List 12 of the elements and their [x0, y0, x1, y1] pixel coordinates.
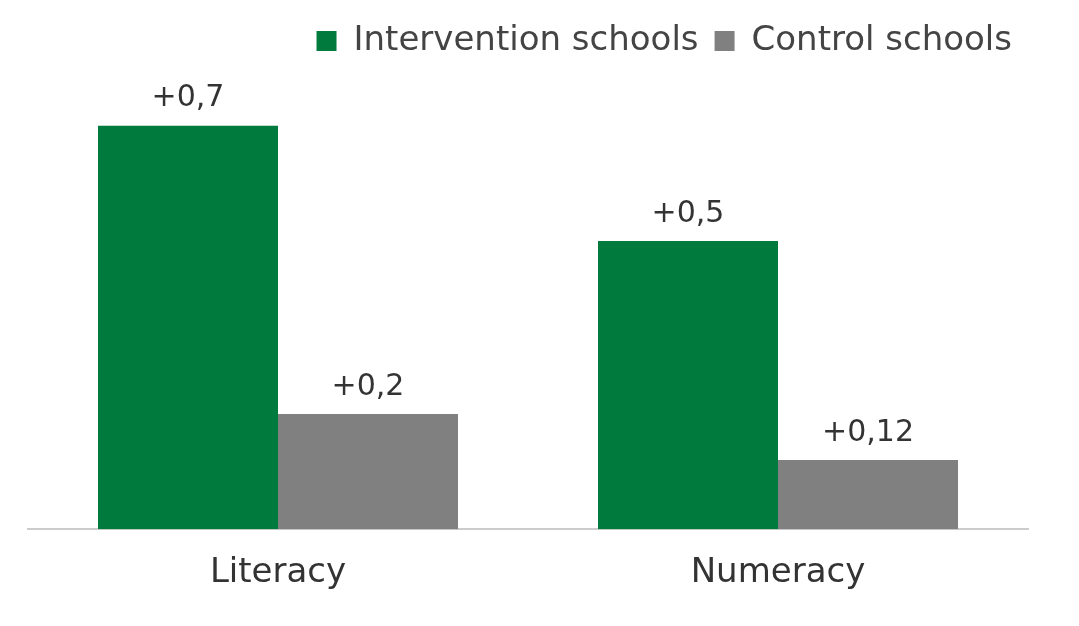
- data-label: +0,12: [822, 412, 914, 448]
- x-tick-label: Literacy: [209, 550, 347, 591]
- bar: [98, 125, 278, 530]
- bar: [778, 460, 958, 530]
- data-label: +0,7: [151, 78, 225, 114]
- x-tick-label: Numeracy: [690, 550, 866, 591]
- legend-label: Control schools: [751, 17, 1013, 58]
- bar: [278, 413, 458, 530]
- data-label: +0,5: [651, 193, 725, 229]
- bar: [598, 240, 778, 530]
- data-label: +0,2: [331, 366, 405, 402]
- legend-label: Intervention schools: [353, 17, 699, 58]
